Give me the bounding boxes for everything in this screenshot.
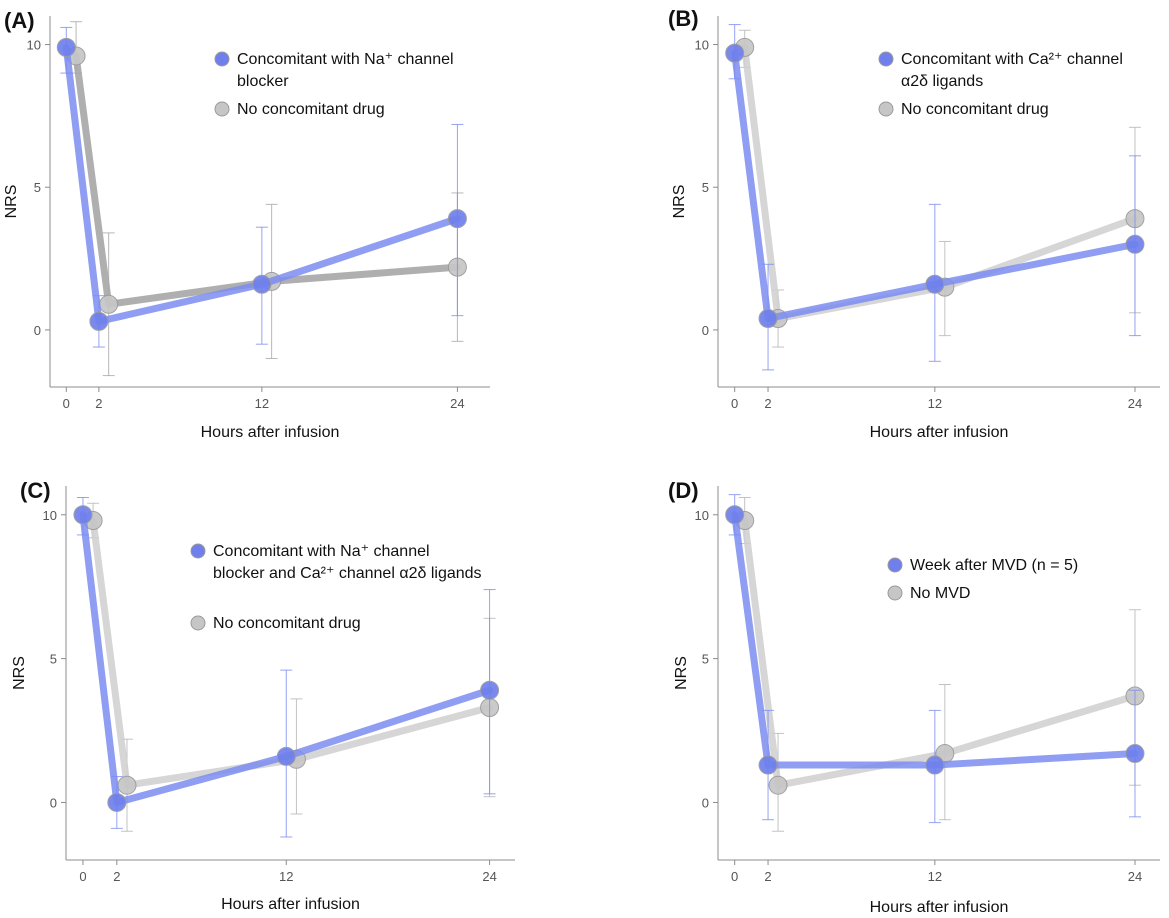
x-tick-label: 24 [1128,869,1142,884]
legend-marker [878,101,894,117]
y-axis-label: NRS [673,656,690,690]
data-point [758,755,778,775]
x-tick-label: 2 [764,869,771,884]
y-axis-label: NRS [11,656,28,690]
panel-label: (B) [668,6,699,31]
panel-a: (A) 0 5 10 0 2 12 24 Hours after infusion NRS Conc… [3,8,490,441]
y-tick-label: 5 [702,652,709,667]
x-tick-label: 0 [731,869,738,884]
legend-text: α2δ ligands [901,73,983,90]
legend: Concomitant with Na⁺ channel blocker and … [190,543,482,632]
legend-marker [887,557,903,573]
y-tick-label: 10 [695,508,709,523]
x-tick-label: 12 [928,869,942,884]
x-axis-label: Hours after infusion [870,899,1009,916]
data-point [925,755,945,775]
y-tick-label: 0 [34,323,41,338]
legend-text: No concomitant drug [901,101,1049,118]
data-point [56,37,76,57]
data-point [725,43,745,63]
series-line [72,52,461,308]
x-axis-label: Hours after infusion [201,424,340,441]
data-point [768,775,788,795]
panel-label: (A) [4,8,35,33]
data-point [447,209,467,229]
series-line [731,511,1139,769]
legend-text: Week after MVD (n = 5) [910,557,1078,574]
y-axis-label: NRS [3,185,20,219]
data-point [480,680,500,700]
legend-text: No MVD [910,585,970,602]
data-point [1125,744,1145,764]
y-tick-label: 10 [695,38,709,53]
x-tick-label: 12 [279,869,293,884]
legend-marker [887,585,903,601]
panel-c: (C) 0 5 10 0 2 12 24 Hours after infusion NRS Conc… [11,478,515,913]
data-point [99,294,119,314]
y-tick-label: 10 [27,38,41,53]
legend-text: Concomitant with Na⁺ channel [237,51,454,68]
legend-text: blocker and Ca²⁺ channel α2δ ligands [213,565,482,582]
legend-text: Concomitant with Na⁺ channel [213,543,430,560]
y-axis-label: NRS [671,185,688,219]
legend-marker [190,543,206,559]
x-tick-label: 2 [113,869,120,884]
series-line [62,43,461,325]
data-point [107,792,127,812]
series-blue [73,497,500,838]
x-tick-label: 0 [731,396,738,411]
data-point [758,309,778,329]
x-tick-label: 2 [764,396,771,411]
legend-text: No concomitant drug [237,101,385,118]
x-tick-label: 2 [95,396,102,411]
data-point [276,746,296,766]
series-blue [725,24,1145,371]
y-tick-label: 0 [702,795,709,810]
series-blue [725,494,1145,824]
legend-text: Concomitant with Ca²⁺ channel [901,51,1123,68]
series-line [79,511,494,806]
panel-b: (B) 0 5 10 0 2 12 24 Hours after infusion NRS Conc… [668,6,1160,441]
y-tick-label: 0 [50,795,57,810]
legend: Concomitant with Ca²⁺ channel α2δ ligands… [878,51,1123,118]
x-tick-label: 12 [928,396,942,411]
legend: Week after MVD (n = 5) No MVD [887,557,1078,602]
data-point [925,274,945,294]
x-tick-label: 24 [1128,396,1142,411]
data-point [725,505,745,525]
data-point [1125,234,1145,254]
y-tick-label: 10 [43,508,57,523]
legend-text: No concomitant drug [213,615,361,632]
series-gray [735,497,1145,832]
x-axis-label: Hours after infusion [870,424,1009,441]
legend-marker [878,51,894,67]
x-axis-label: Hours after infusion [221,896,360,913]
y-tick-label: 5 [50,652,57,667]
x-tick-label: 24 [450,396,464,411]
panel-label: (D) [668,478,699,503]
x-tick-label: 12 [255,396,269,411]
series-line [741,517,1139,789]
series-line [731,49,1139,323]
data-point [89,311,109,331]
series-line [89,517,494,789]
data-point [117,775,137,795]
legend: Concomitant with Na⁺ channel blocker No co… [214,51,454,118]
data-point [73,505,93,525]
panel-label: (C) [20,478,51,503]
legend-text: blocker [237,73,289,90]
series-blue [56,26,467,348]
legend-marker [190,615,206,631]
y-tick-label: 5 [34,180,41,195]
legend-marker [214,51,230,67]
panel-d: (D) 0 5 10 0 2 12 24 Hours after infusion NRS Week… [668,478,1160,916]
data-point [252,274,272,294]
x-tick-label: 24 [482,869,496,884]
x-tick-label: 0 [63,396,70,411]
y-tick-label: 5 [702,180,709,195]
x-tick-label: 0 [79,869,86,884]
y-tick-label: 0 [702,323,709,338]
legend-marker [214,101,230,117]
